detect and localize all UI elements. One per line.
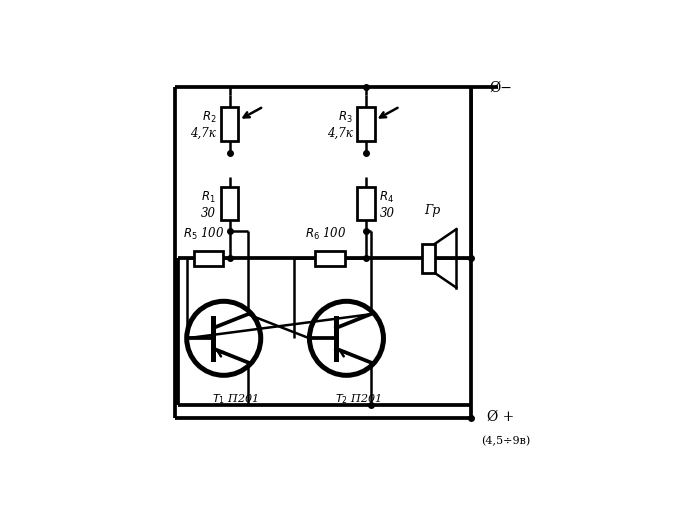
Text: $R_6$ 100: $R_6$ 100 bbox=[306, 226, 347, 242]
Text: $R_2$
4,7к: $R_2$ 4,7к bbox=[191, 110, 216, 140]
Text: $R_3$
4,7к: $R_3$ 4,7к bbox=[327, 110, 352, 140]
Bar bbox=[357, 108, 375, 141]
Text: $T_1$ П201: $T_1$ П201 bbox=[212, 392, 259, 406]
Bar bbox=[221, 108, 239, 141]
Bar bbox=[193, 251, 223, 266]
Text: $R_4$
30: $R_4$ 30 bbox=[379, 189, 394, 220]
Text: $R_5$ 100: $R_5$ 100 bbox=[183, 226, 225, 242]
Bar bbox=[422, 244, 435, 274]
Bar bbox=[357, 188, 375, 221]
Text: $R_1$
30: $R_1$ 30 bbox=[201, 189, 216, 220]
Text: (4,5÷9в): (4,5÷9в) bbox=[481, 435, 530, 445]
Bar bbox=[221, 188, 239, 221]
Text: Ø−: Ø− bbox=[489, 81, 512, 95]
Bar bbox=[315, 251, 345, 266]
Text: Ø +: Ø + bbox=[487, 410, 514, 423]
Text: Гр: Гр bbox=[424, 203, 440, 216]
Text: $T_2$ П201: $T_2$ П201 bbox=[335, 392, 381, 406]
